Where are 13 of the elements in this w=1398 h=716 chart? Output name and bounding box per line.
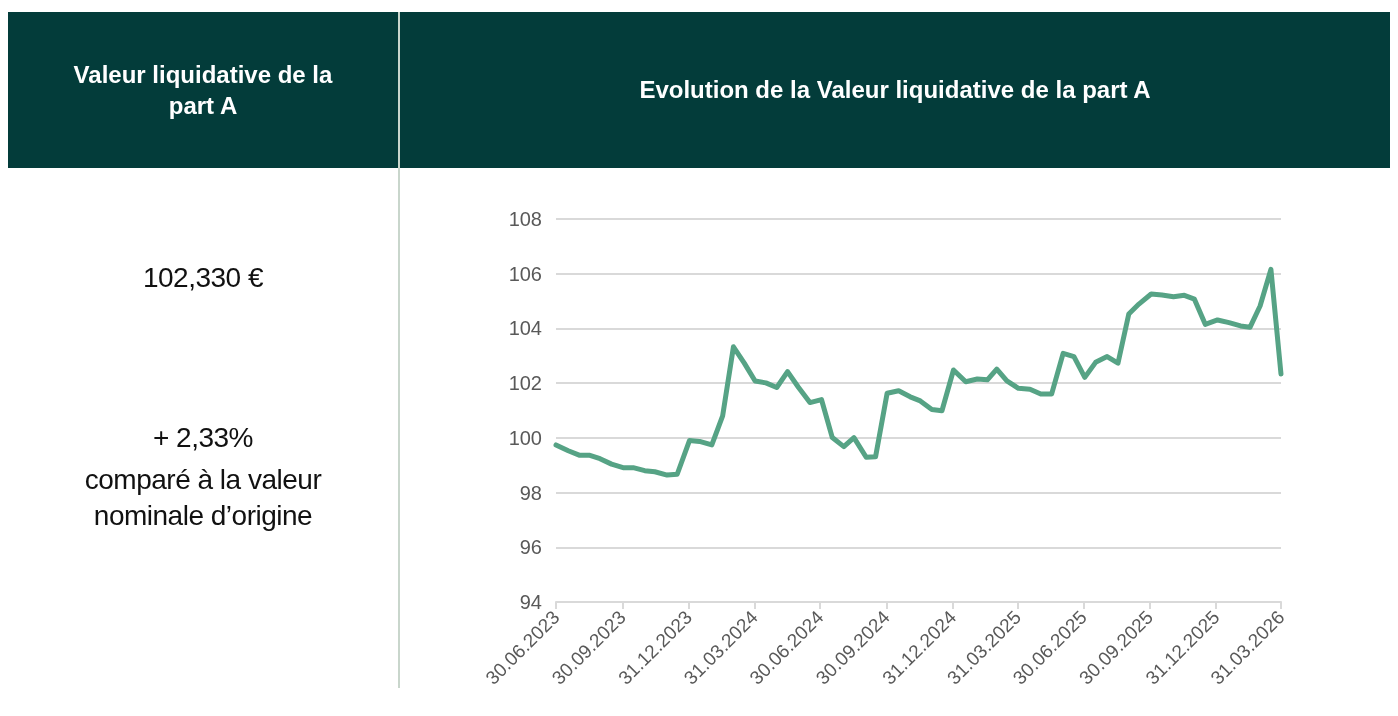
chart-title: Evolution de la Valeur liquidative de la part A xyxy=(400,12,1390,168)
y-tick-label: 96 xyxy=(519,536,542,559)
y-tick-label: 104 xyxy=(508,317,542,340)
y-tick-label: 106 xyxy=(508,262,542,285)
text: + 2,33% xyxy=(152,422,254,454)
text: Valeur liquidative de la part A xyxy=(8,12,398,168)
text: comparé à la valeur nominale d’origine xyxy=(83,463,323,534)
y-tick-label: 94 xyxy=(519,591,542,613)
y-tick-label: 102 xyxy=(508,372,542,395)
text: 102,330 € xyxy=(141,262,265,294)
y-tick-label: 108 xyxy=(508,208,542,230)
y-tick-label: 98 xyxy=(519,481,542,504)
y-tick-label: 100 xyxy=(508,426,542,449)
